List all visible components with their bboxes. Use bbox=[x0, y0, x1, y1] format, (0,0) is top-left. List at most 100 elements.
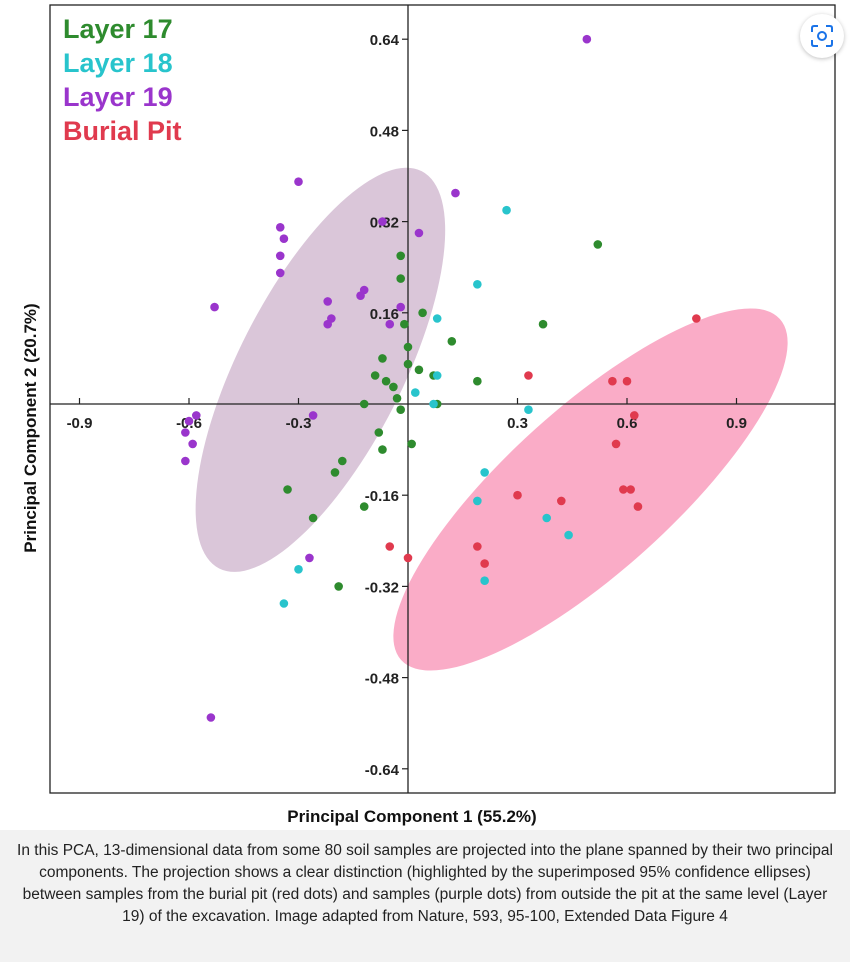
x-tick-label: -0.9 bbox=[67, 415, 93, 432]
point-layer-17 bbox=[308, 513, 318, 523]
point-burial-pit bbox=[524, 371, 533, 380]
point-layer-18 bbox=[432, 314, 442, 323]
point-layer-19 bbox=[206, 713, 216, 722]
point-layer-19 bbox=[378, 217, 387, 226]
x-tick-label: 0.9 bbox=[726, 415, 747, 432]
point-layer-19 bbox=[275, 223, 285, 232]
point-layer-17 bbox=[374, 428, 384, 437]
point-layer-17 bbox=[447, 337, 457, 346]
point-layer-18 bbox=[473, 496, 482, 506]
point-layer-18 bbox=[480, 576, 489, 585]
point-layer-19 bbox=[294, 177, 303, 186]
point-layer-18 bbox=[542, 513, 551, 523]
point-layer-17 bbox=[389, 382, 398, 392]
y-tick-label: -0.48 bbox=[365, 671, 399, 688]
figure-caption: In this PCA, 13-dimensional data from so… bbox=[0, 830, 850, 962]
point-layer-19 bbox=[356, 291, 365, 301]
point-burial-pit bbox=[622, 376, 632, 386]
legend-item-burial-pit: Burial Pit bbox=[63, 116, 182, 146]
point-burial-pit bbox=[473, 542, 482, 551]
point-layer-19 bbox=[184, 416, 194, 426]
point-burial-pit bbox=[633, 502, 643, 511]
point-layer-17 bbox=[338, 456, 347, 466]
point-layer-17 bbox=[396, 274, 406, 283]
point-layer-18 bbox=[294, 565, 303, 574]
point-layer-17 bbox=[359, 399, 369, 409]
point-burial-pit bbox=[608, 376, 617, 386]
ellipse-layer-19 bbox=[195, 167, 446, 572]
axes bbox=[50, 5, 835, 793]
point-burial-pit bbox=[692, 314, 701, 323]
point-layer-17 bbox=[407, 439, 416, 449]
point-layer-19 bbox=[451, 188, 460, 198]
x-tick-label: 0.6 bbox=[617, 415, 638, 432]
point-layer-17 bbox=[378, 354, 387, 363]
legend-item-layer-19: Layer 19 bbox=[63, 82, 173, 112]
point-layer-19 bbox=[396, 302, 406, 312]
point-layer-17 bbox=[330, 468, 340, 477]
point-layer-17 bbox=[403, 359, 413, 369]
point-layer-17 bbox=[396, 405, 406, 415]
point-layer-19 bbox=[385, 319, 395, 329]
point-layer-17 bbox=[334, 582, 343, 591]
legend-item-layer-18: Layer 18 bbox=[63, 48, 173, 78]
visual-search-button[interactable] bbox=[800, 14, 844, 58]
point-burial-pit bbox=[626, 485, 635, 494]
y-axis-label: Principal Component 2 (20.7%) bbox=[21, 303, 40, 552]
point-layer-18 bbox=[502, 205, 511, 215]
point-layer-17 bbox=[370, 371, 380, 380]
point-layer-19 bbox=[192, 411, 201, 420]
point-layer-19 bbox=[275, 251, 285, 261]
visual-search-icon bbox=[811, 25, 833, 47]
point-layer-19 bbox=[279, 234, 289, 243]
point-layer-18 bbox=[524, 405, 533, 415]
point-layer-17 bbox=[359, 502, 369, 511]
point-layer-19 bbox=[181, 428, 190, 437]
point-layer-18 bbox=[480, 468, 489, 477]
point-layer-19 bbox=[275, 268, 285, 278]
point-layer-17 bbox=[396, 251, 406, 261]
legend: Layer 17 Layer 18 Layer 19 Burial Pit bbox=[63, 14, 182, 146]
point-layer-17 bbox=[403, 342, 413, 352]
point-layer-18 bbox=[432, 371, 442, 380]
point-layer-19 bbox=[188, 439, 197, 449]
y-tick-label: 0.48 bbox=[370, 123, 399, 140]
point-layer-17 bbox=[378, 445, 387, 454]
point-burial-pit bbox=[557, 496, 566, 506]
point-layer-19 bbox=[582, 34, 592, 44]
point-burial-pit bbox=[403, 553, 413, 563]
y-tick-label: -0.64 bbox=[365, 762, 400, 779]
point-layer-18 bbox=[411, 388, 420, 397]
point-layer-17 bbox=[400, 319, 409, 329]
point-burial-pit bbox=[513, 490, 522, 500]
point-layer-19 bbox=[181, 456, 190, 466]
y-tick-label: 0.64 bbox=[370, 32, 400, 49]
data-points bbox=[181, 34, 701, 722]
point-layer-17 bbox=[593, 240, 603, 249]
axis-ticks: -0.9-0.6-0.30.30.60.90.640.480.320.16-0.… bbox=[67, 32, 747, 779]
point-layer-19 bbox=[414, 228, 424, 238]
point-layer-18 bbox=[564, 530, 573, 540]
point-burial-pit bbox=[385, 542, 395, 551]
point-layer-19 bbox=[323, 319, 333, 329]
point-layer-19 bbox=[305, 553, 314, 563]
point-burial-pit bbox=[630, 411, 639, 420]
point-layer-18 bbox=[429, 399, 438, 409]
point-layer-17 bbox=[392, 394, 402, 403]
point-layer-17 bbox=[381, 376, 391, 386]
x-tick-label: 0.3 bbox=[507, 415, 528, 432]
point-layer-18 bbox=[473, 280, 482, 289]
confidence-ellipses bbox=[195, 167, 788, 671]
point-layer-17 bbox=[414, 365, 424, 375]
x-tick-label: -0.3 bbox=[286, 415, 312, 432]
point-layer-19 bbox=[210, 302, 219, 312]
y-tick-label: -0.16 bbox=[365, 488, 399, 505]
pca-scatter-chart: -0.9-0.6-0.30.30.60.90.640.480.320.16-0.… bbox=[21, 4, 836, 826]
point-layer-18 bbox=[279, 599, 289, 608]
point-layer-19 bbox=[308, 411, 318, 420]
point-burial-pit bbox=[480, 559, 489, 568]
ellipse-burial-pit bbox=[393, 308, 788, 671]
point-burial-pit bbox=[619, 485, 628, 494]
x-axis-label: Principal Component 1 (55.2%) bbox=[287, 807, 536, 826]
y-tick-label: -0.32 bbox=[365, 579, 399, 596]
